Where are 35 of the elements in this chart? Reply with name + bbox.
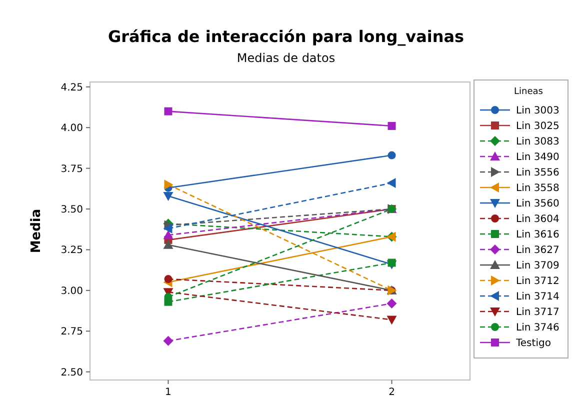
- legend-label: Lin 3714: [516, 292, 560, 302]
- y-tick-label: 4.00: [60, 123, 83, 134]
- legend-label: Lin 3616: [516, 230, 560, 240]
- legend-label: Lin 3490: [516, 152, 560, 163]
- legend-label: Lin 3558: [516, 183, 560, 194]
- point: [388, 151, 396, 160]
- y-tick-label: 3.00: [60, 286, 83, 297]
- chart-title: Gráfica de interacción para long_vainas: [108, 27, 464, 46]
- point: [164, 107, 172, 116]
- y-tick-label: 3.25: [60, 245, 83, 256]
- point: [388, 122, 396, 130]
- y-tick-label: 2.50: [60, 367, 83, 378]
- legend-label: Lin 3556: [516, 168, 560, 178]
- y-tick-label: 3.75: [60, 164, 83, 175]
- point: [386, 298, 397, 308]
- legend-label: Testigo: [515, 338, 551, 349]
- legend-label: Lin 3627: [516, 245, 560, 256]
- legend-label: Lin 3746: [516, 322, 560, 334]
- x-tick-label: 1: [165, 387, 172, 398]
- y-axis-title: Media: [29, 208, 44, 254]
- legend-label: Lin 3560: [516, 198, 560, 210]
- legend-label: Lin 3604: [516, 214, 560, 225]
- legend-title: Lineas: [514, 87, 544, 97]
- chart-subtitle: Medias de datos: [236, 51, 336, 65]
- legend-label: Lin 3025: [516, 121, 560, 132]
- legend-label: Lin 3712: [516, 276, 560, 287]
- y-tick-label: 2.75: [60, 326, 83, 338]
- point: [163, 336, 174, 346]
- legend-label: Lin 3709: [516, 260, 560, 272]
- y-tick-label: 3.50: [60, 204, 83, 216]
- y-tick-label: 4.25: [60, 82, 83, 94]
- legend-label: Lin 3717: [516, 307, 560, 318]
- legend-label: Lin 3003: [516, 106, 560, 116]
- x-tick-label: 2: [388, 387, 395, 398]
- legend-label: Lin 3083: [516, 136, 560, 148]
